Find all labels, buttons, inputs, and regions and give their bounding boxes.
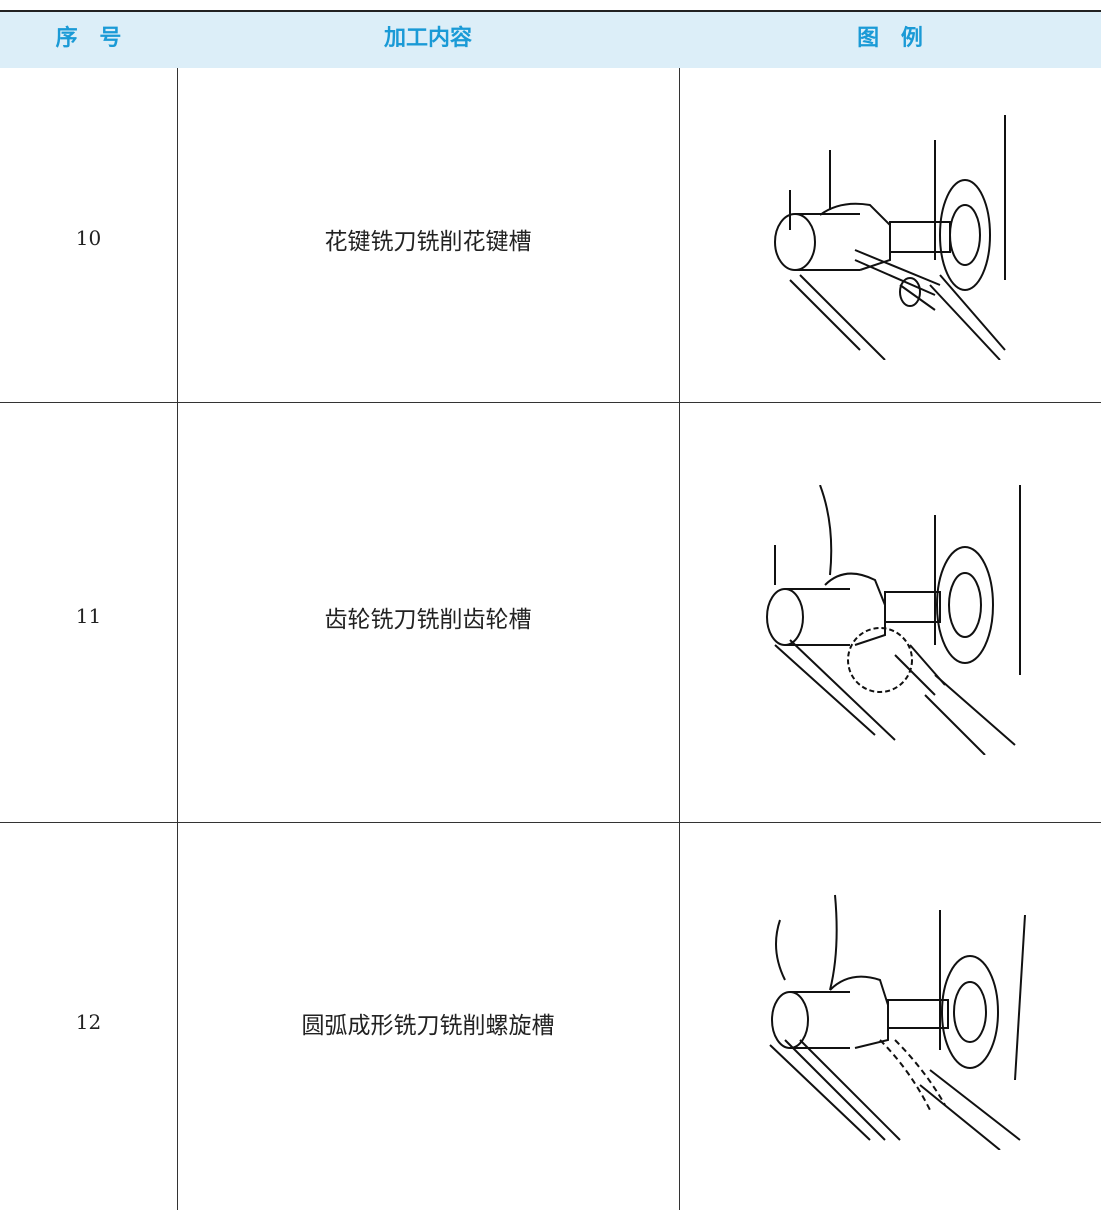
row-content: 齿轮铣刀铣削齿轮槽 [324,607,532,633]
illustration [774,115,1006,360]
row-number: 12 [75,1010,102,1034]
column-rule [177,68,178,1210]
row-number: 10 [75,226,102,250]
header-cell: 序 号 [55,26,122,51]
row-content: 圆弧成形铣刀铣削螺旋槽 [301,1013,555,1039]
header-cell: 图 例 [857,26,923,51]
header-band [0,10,1101,68]
header-cell: 加工内容 [383,26,472,51]
row-rule [0,822,1101,823]
illustration [766,485,1021,755]
row-number: 11 [75,604,102,628]
row-content: 花键铣刀铣削花键槽 [324,229,532,255]
row-rule [0,402,1101,403]
column-rule [679,68,680,1210]
illustration [769,894,1026,1150]
